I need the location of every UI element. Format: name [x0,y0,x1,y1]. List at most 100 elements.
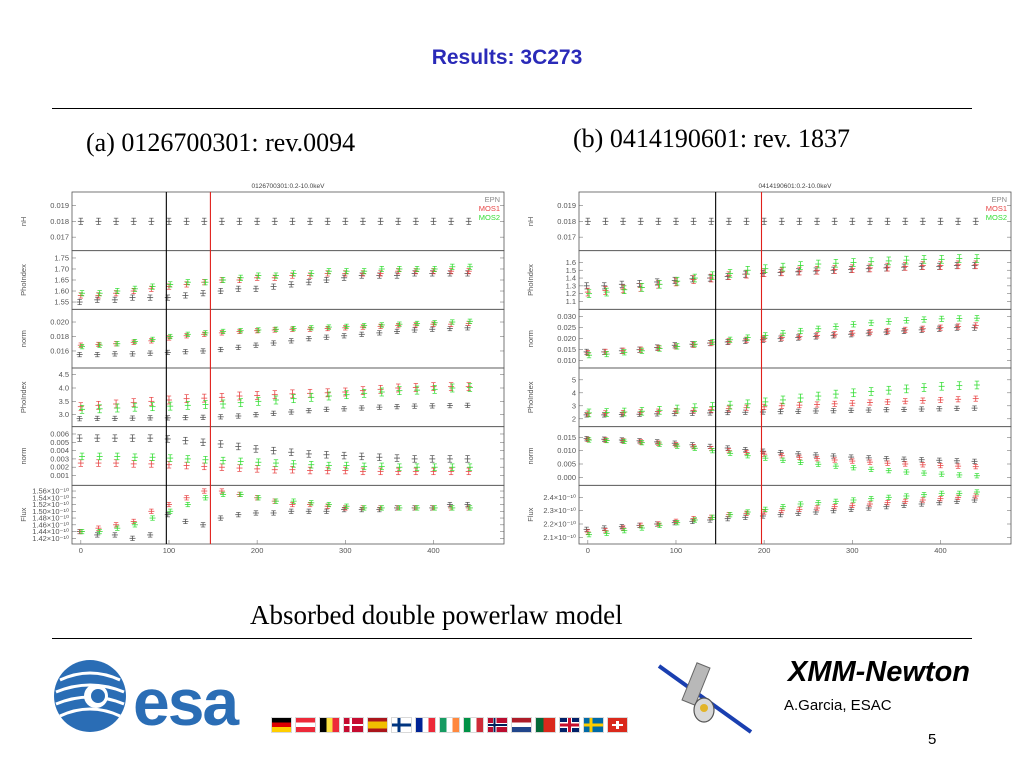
data-point [237,491,244,497]
data-point [902,217,909,225]
data-point [94,352,101,358]
data-point [376,453,383,461]
data-point [96,404,103,414]
y-tick-label: 1.3 [566,281,576,290]
data-point [956,490,963,496]
data-point [655,217,662,225]
legend-entry: EPN [485,195,500,204]
data-point [270,283,277,290]
france-flag [416,718,435,732]
data-point [76,434,83,442]
data-point [797,459,804,465]
y-tick-label: 0.000 [557,473,576,482]
data-point [412,217,419,225]
data-point [674,520,681,526]
data-point [149,283,156,290]
data-point [727,450,734,456]
data-point [727,269,734,278]
y-tick-label: 1.4 [566,274,576,283]
data-point [255,272,262,279]
data-point [937,217,944,225]
data-point [341,406,348,412]
data-point [971,405,978,411]
data-point [94,532,101,538]
y-tick-label: 0.010 [557,446,576,455]
data-point [167,333,174,340]
data-point [79,290,86,297]
top-divider [52,108,972,109]
data-point [466,505,473,511]
spain-flag [368,718,387,732]
data-point [323,334,330,340]
y-tick-label: 0.004 [50,446,69,455]
data-point [707,410,714,416]
x-tick-label: 100 [670,546,683,555]
author-credit: A.Garcia, ESAC [784,697,892,714]
esa-logo-icon [52,658,128,739]
data-point [114,452,121,461]
data-point [972,395,979,402]
data-point [95,217,102,225]
data-point [674,404,681,414]
data-point [414,463,421,471]
belgium-flag [320,718,339,732]
data-point [973,473,980,479]
data-point [921,255,928,264]
data-point [79,452,86,461]
data-point [919,217,926,225]
series-3 [586,489,980,538]
data-point [812,408,819,414]
data-point [938,315,945,322]
data-point [79,344,86,350]
data-point [414,505,421,511]
y-tick-label: 0.015 [557,345,576,354]
y-tick-label: 1.42×10⁻¹⁰ [32,534,69,543]
data-point [288,338,295,344]
data-point [831,457,838,463]
data-point [779,330,786,337]
data-point [727,400,734,410]
y-tick-label: 0.015 [557,433,576,442]
y-tick-label: 4 [572,388,576,397]
data-point [919,462,926,468]
data-point [448,217,455,225]
y-tick-label: 0.020 [557,334,576,343]
data-point [307,217,314,225]
data-point [114,403,121,413]
data-point [289,217,296,225]
data-point [288,448,295,456]
data-point [972,217,979,225]
data-point [902,498,909,504]
data-point [217,440,224,448]
data-point [709,448,716,454]
data-point [429,403,436,409]
data-point [325,501,332,508]
x-tick-label: 400 [427,546,440,555]
data-point [414,385,421,395]
data-point [361,462,368,471]
y-axis-label: nH [19,217,28,227]
series-3 [586,380,980,418]
data-point [850,258,857,267]
data-point [901,456,908,462]
data-point [255,327,262,333]
data-point [778,217,785,225]
data-point [815,391,822,401]
y-axis-label: norm [19,447,28,464]
data-point [656,280,663,289]
member-state-flags [272,718,627,732]
data-point [709,402,716,411]
caption-a: (a) 0126700301: rev.0094 [86,128,356,157]
data-point [271,217,278,225]
data-point [217,346,224,353]
data-point [325,268,332,275]
data-point [305,279,312,286]
data-point [396,265,403,272]
data-point [237,398,244,408]
data-point [638,525,645,531]
y-tick-label: 0.010 [557,356,576,365]
data-point [937,463,944,469]
y-tick-label: 1.52×10⁻¹⁰ [32,500,69,509]
data-point [202,330,209,336]
series-1 [76,270,471,306]
